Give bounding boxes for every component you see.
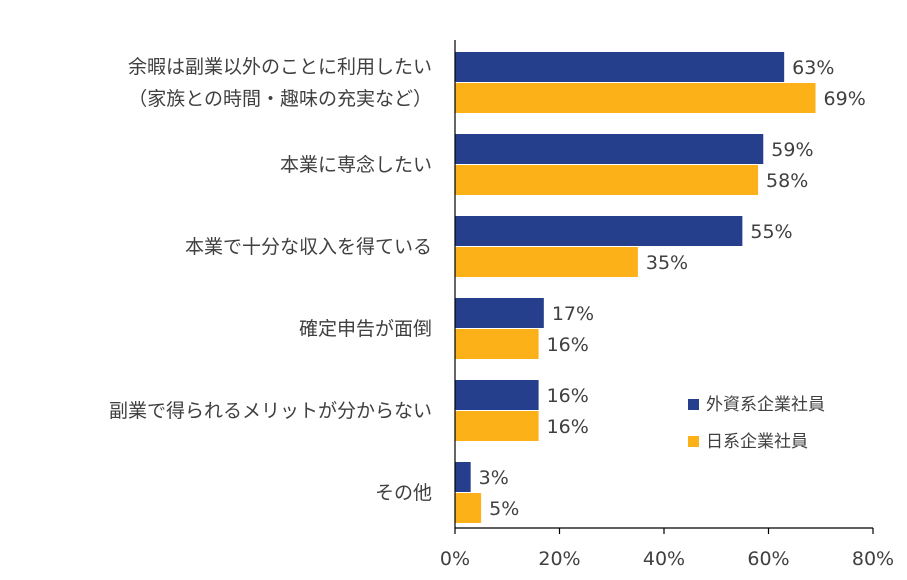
bar-japanese-4 xyxy=(455,411,539,441)
x-tick-label: 20% xyxy=(538,548,580,570)
x-tick-label: 40% xyxy=(643,548,685,570)
legend-swatch-foreign xyxy=(688,399,699,410)
bar-foreign-4 xyxy=(455,380,539,410)
data-label: 58% xyxy=(766,170,808,192)
axis-layer: 0% 20% 40% 60% 80% xyxy=(440,40,894,570)
data-label: 55% xyxy=(750,221,792,243)
x-tick-label: 0% xyxy=(440,548,470,570)
data-label: 63% xyxy=(792,57,834,79)
data-label: 17% xyxy=(552,303,594,325)
x-tick-label: 60% xyxy=(747,548,789,570)
x-tick-label: 80% xyxy=(852,548,894,570)
bar-foreign-3 xyxy=(455,298,544,328)
bar-japanese-2 xyxy=(455,247,638,277)
legend-label: 日系企業社員 xyxy=(706,432,808,452)
category-label: 本業で十分な収入を得ている xyxy=(185,236,432,258)
bar-japanese-0 xyxy=(455,83,816,113)
data-label: 69% xyxy=(824,88,866,110)
data-label: 16% xyxy=(547,334,589,356)
legend-swatch-japanese xyxy=(688,436,699,447)
bars-layer xyxy=(455,52,816,523)
legend-label: 外資系企業社員 xyxy=(706,395,825,415)
labels-layer: 63% 69% 余暇は副業以外のことに利用したい （家族との時間・趣味の充実など） 59… xyxy=(109,56,866,520)
bar-japanese-3 xyxy=(455,329,539,359)
bar-foreign-1 xyxy=(455,134,764,164)
bar-japanese-5 xyxy=(455,493,482,523)
data-label: 16% xyxy=(547,385,589,407)
bar-foreign-0 xyxy=(455,52,785,82)
data-label: 3% xyxy=(479,467,509,489)
bar-foreign-5 xyxy=(455,462,471,492)
category-label: （家族との時間・趣味の充実など） xyxy=(128,88,432,110)
bar-foreign-2 xyxy=(455,216,743,246)
data-label: 35% xyxy=(646,252,688,274)
category-label: 副業で得られるメリットが分からない xyxy=(109,400,432,422)
data-label: 5% xyxy=(489,498,519,520)
bar-japanese-1 xyxy=(455,165,759,195)
category-label: 余暇は副業以外のことに利用したい xyxy=(128,56,432,78)
category-label: その他 xyxy=(375,482,432,504)
data-label: 16% xyxy=(547,416,589,438)
category-label: 確定申告が面倒 xyxy=(299,318,432,340)
data-label: 59% xyxy=(771,139,813,161)
category-label: 本業に専念したい xyxy=(280,153,432,176)
